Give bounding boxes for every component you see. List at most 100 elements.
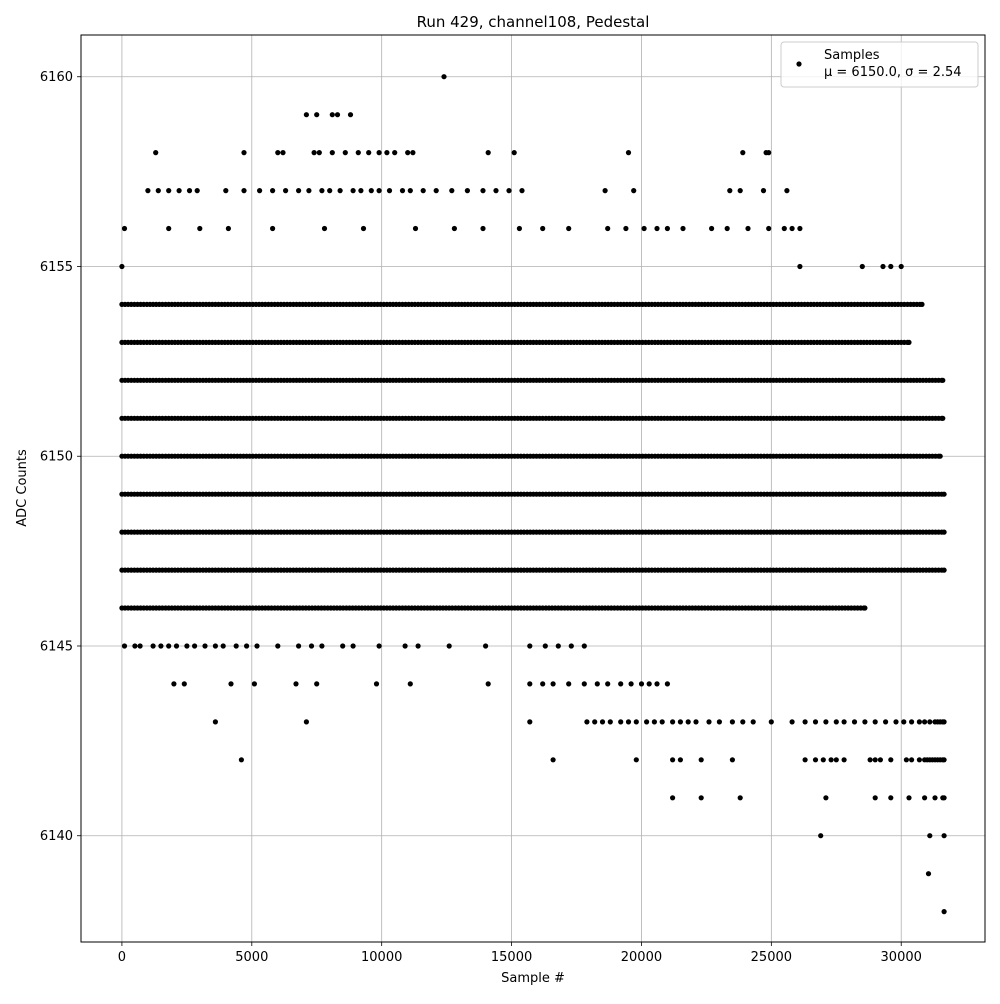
data-point	[319, 188, 325, 194]
y-axis-label: ADC Counts	[15, 449, 30, 527]
data-point	[402, 643, 408, 649]
data-point	[241, 188, 247, 194]
data-point	[628, 681, 634, 687]
data-point	[802, 719, 808, 725]
data-point	[750, 719, 756, 725]
x-axis-label: Sample #	[501, 971, 565, 986]
data-point	[828, 757, 834, 763]
data-point	[941, 567, 947, 573]
data-point	[360, 225, 367, 232]
data-point	[685, 719, 691, 725]
y-tick-label: 6140	[40, 829, 73, 844]
data-point	[376, 188, 382, 194]
data-point	[893, 719, 899, 725]
data-point	[340, 643, 346, 649]
data-point	[680, 225, 686, 232]
data-point	[937, 453, 943, 459]
data-point	[740, 719, 746, 725]
data-point	[823, 795, 829, 801]
data-point	[927, 719, 933, 725]
data-point	[220, 643, 226, 649]
data-point	[677, 757, 684, 763]
data-point	[797, 263, 803, 270]
data-point	[412, 225, 419, 232]
data-point	[789, 225, 795, 232]
data-point	[677, 719, 684, 725]
data-point	[670, 757, 676, 763]
data-point	[941, 833, 947, 839]
legend-marker	[796, 61, 802, 67]
data-point	[901, 719, 907, 725]
data-point	[550, 681, 556, 687]
data-point	[155, 188, 161, 194]
data-point	[550, 757, 556, 763]
data-point	[941, 909, 947, 915]
data-point	[768, 719, 774, 725]
data-point	[818, 833, 824, 839]
chart-title: Run 429, channel108, Pedestal	[417, 13, 650, 31]
data-point	[760, 188, 767, 194]
x-tick-label: 20000	[621, 950, 662, 965]
data-point	[605, 681, 611, 687]
data-point	[270, 188, 276, 194]
data-point	[121, 643, 128, 649]
data-point	[664, 681, 671, 687]
x-axis-ticks: 0 5000 10000 15000 20000 25000 30000	[118, 942, 922, 965]
x-tick-label: 10000	[361, 950, 402, 965]
data-point	[485, 681, 491, 687]
data-point	[706, 719, 712, 725]
data-point	[941, 529, 947, 535]
data-point	[925, 871, 932, 877]
data-point	[441, 74, 447, 80]
data-point	[581, 681, 587, 687]
legend-stats-label: μ = 6150.0, σ = 2.54	[824, 65, 962, 80]
x-tick-label: 5000	[235, 950, 268, 965]
data-point	[334, 112, 341, 118]
data-point	[877, 757, 884, 763]
data-point	[342, 150, 348, 156]
data-point	[851, 719, 858, 725]
data-points	[119, 74, 947, 915]
data-point	[745, 225, 751, 232]
data-point	[485, 150, 491, 156]
x-tick-label: 25000	[751, 950, 792, 965]
data-point	[812, 757, 819, 763]
data-point	[296, 643, 302, 649]
data-point	[223, 188, 229, 194]
data-point	[833, 719, 839, 725]
data-point	[303, 719, 309, 725]
data-point	[584, 719, 590, 725]
data-point	[516, 225, 523, 232]
data-point	[568, 643, 574, 649]
data-point	[927, 833, 933, 839]
data-point	[337, 188, 343, 194]
data-point	[594, 681, 600, 687]
data-point	[358, 188, 364, 194]
data-point	[932, 795, 938, 801]
data-point	[888, 757, 894, 763]
data-point	[727, 188, 733, 194]
data-point	[184, 643, 190, 649]
data-point	[941, 719, 947, 725]
data-point	[311, 150, 317, 156]
data-point	[651, 719, 658, 725]
data-point	[145, 188, 151, 194]
data-point	[212, 719, 218, 725]
data-point	[171, 681, 177, 687]
data-point	[812, 719, 819, 725]
data-point	[233, 643, 239, 649]
data-point	[872, 719, 878, 725]
data-point	[241, 150, 247, 156]
data-point	[493, 188, 499, 194]
data-point	[303, 112, 309, 118]
x-tick-label: 0	[118, 950, 126, 965]
data-point	[368, 188, 374, 194]
data-point	[306, 188, 312, 194]
data-point	[883, 719, 889, 725]
data-point	[729, 719, 736, 725]
data-point	[392, 150, 398, 156]
data-point	[631, 188, 637, 194]
data-point	[781, 225, 787, 232]
data-point	[898, 263, 904, 270]
